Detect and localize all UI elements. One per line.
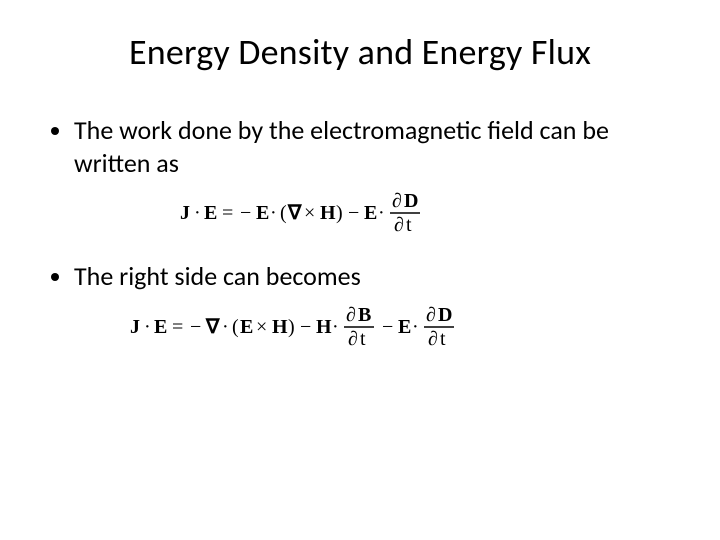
eq1-E3: E [364,202,377,224]
eq2-J: J [130,316,140,338]
eq2-rpar: ) [288,316,295,338]
eq2-min3: − [382,316,393,338]
eq1-dot3: · [378,202,385,224]
eq1-dot2: · [270,202,277,224]
eq1-min1: − [240,202,251,224]
eq2-partial-top2: ∂ [426,304,436,326]
eq2-B: B [358,304,371,326]
eq2-dot2: · [222,316,229,338]
eq2-eq: = [172,316,183,338]
eq2-H1: H [272,316,288,338]
slide-body: The work done by the electromagnetic fie… [30,114,690,179]
eq2-nabla: ∇ [205,316,220,338]
slide-body-2: The right side can becomes [30,260,690,293]
eq2-partial-bot1: ∂ [348,328,358,350]
eq2-dot3: · [332,316,339,338]
eq2-E2: E [240,316,253,338]
eq2-lpar: ( [232,316,239,338]
eq1-dot1: · [194,202,201,224]
eq1-cross: × [304,202,315,224]
eq1-nabla: ∇ [287,202,302,224]
equation-2: J · E = − ∇ · ( E × H ) − H · ∂ B ∂ t [30,303,690,356]
eq1-partial-top: ∂ [392,190,402,212]
eq1-eq: = [222,202,233,224]
bullet-1: The work done by the electromagnetic fie… [74,114,690,179]
equation-2-svg: J · E = − ∇ · ( E × H ) − H · ∂ B ∂ t [130,303,590,351]
eq1-t: t [406,214,412,236]
eq1-E2: E [256,202,269,224]
slide: Energy Density and Energy Flux The work … [0,0,720,540]
eq1-min2: − [348,202,359,224]
eq2-partial-bot2: ∂ [428,328,438,350]
eq1-J: J [180,202,190,224]
eq2-cross: × [256,316,267,338]
eq1-rpar: ) [336,202,343,224]
eq1-E1: E [204,202,217,224]
eq2-E3: E [398,316,411,338]
eq2-t1: t [360,328,366,350]
eq1-partial-bot: ∂ [394,214,404,236]
equation-1: J · E = − E · ( ∇ × H ) − E · ∂ D ∂ t [30,189,690,242]
bullet-2: The right side can becomes [74,260,690,293]
eq2-min1: − [190,316,201,338]
eq1-lpar: ( [280,202,287,224]
eq2-t2: t [440,328,446,350]
eq1-H: H [320,202,336,224]
eq2-dot4: · [412,316,419,338]
eq2-E1: E [154,316,167,338]
eq1-D: D [404,190,418,212]
eq2-D: D [438,304,452,326]
equation-1-svg: J · E = − E · ( ∇ × H ) − E · ∂ D ∂ t [180,189,540,237]
eq2-partial-top1: ∂ [346,304,356,326]
slide-title: Energy Density and Energy Flux [30,30,690,74]
eq2-H2: H [316,316,332,338]
eq2-min2: − [300,316,311,338]
eq2-dot1: · [144,316,151,338]
